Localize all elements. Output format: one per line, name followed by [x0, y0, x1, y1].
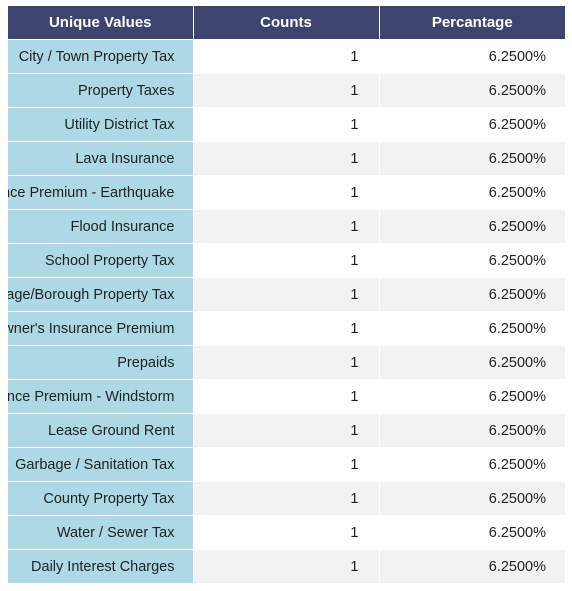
cell-percentage[interactable]: 6.2500%: [379, 414, 565, 448]
column-header-counts[interactable]: Counts: [193, 6, 379, 40]
cell-percentage[interactable]: 6.2500%: [379, 142, 565, 176]
cell-percentage[interactable]: 6.2500%: [379, 312, 565, 346]
table-header: Unique Values Counts Percantage: [8, 6, 565, 40]
cell-count[interactable]: 1: [193, 108, 379, 142]
table-row[interactable]: City / Town Property Tax 1 6.2500%: [8, 40, 565, 74]
unique-value-text: Garbage / Sanitation Tax: [15, 457, 174, 473]
cell-count[interactable]: 1: [193, 40, 379, 74]
cell-unique-value[interactable]: Flood Insurance: [8, 210, 193, 244]
cell-unique-value[interactable]: Insurance Premium - Earthquake: [8, 176, 193, 210]
cell-unique-value[interactable]: Homeowner's Insurance Premium: [8, 312, 193, 346]
unique-value-text: Lava Insurance: [75, 151, 174, 167]
table-row[interactable]: Flood Insurance 1 6.2500%: [8, 210, 565, 244]
cell-count[interactable]: 1: [193, 244, 379, 278]
cell-count[interactable]: 1: [193, 380, 379, 414]
table-row[interactable]: Lease Ground Rent 1 6.2500%: [8, 414, 565, 448]
unique-values-table: Unique Values Counts Percantage City / T…: [8, 6, 565, 584]
cell-unique-value[interactable]: Daily Interest Charges: [8, 550, 193, 584]
cell-unique-value[interactable]: School Property Tax: [8, 244, 193, 278]
table-row[interactable]: Property Taxes 1 6.2500%: [8, 74, 565, 108]
unique-value-text: Property Taxes: [78, 83, 174, 99]
cell-percentage[interactable]: 6.2500%: [379, 380, 565, 414]
table-row[interactable]: Daily Interest Charges 1 6.2500%: [8, 550, 565, 584]
cell-percentage[interactable]: 6.2500%: [379, 40, 565, 74]
table-row[interactable]: Insurance Premium - Earthquake 16.2500%: [8, 176, 565, 210]
unique-value-text: Flood Insurance: [71, 219, 175, 235]
cell-percentage[interactable]: 6.2500%: [379, 278, 565, 312]
unique-value-text: Insurance Premium - Earthquake: [8, 185, 175, 201]
unique-value-text: Daily Interest Charges: [31, 559, 174, 575]
table-row[interactable]: Utility District Tax 1 6.2500%: [8, 108, 565, 142]
table-row[interactable]: School Property Tax 1 6.2500%: [8, 244, 565, 278]
cell-unique-value[interactable]: Water / Sewer Tax: [8, 516, 193, 550]
cell-percentage[interactable]: 6.2500%: [379, 74, 565, 108]
cell-count[interactable]: 1: [193, 74, 379, 108]
cell-percentage[interactable]: 6.2500%: [379, 244, 565, 278]
cell-count[interactable]: 1: [193, 176, 379, 210]
cell-count[interactable]: 1: [193, 142, 379, 176]
cell-percentage[interactable]: 6.2500%: [379, 448, 565, 482]
cell-unique-value[interactable]: Utility District Tax: [8, 108, 193, 142]
unique-value-text: School Property Tax: [45, 253, 175, 269]
cell-unique-value[interactable]: Lava Insurance: [8, 142, 193, 176]
unique-value-text: City / Town Property Tax: [19, 49, 175, 65]
column-header-unique-values[interactable]: Unique Values: [8, 6, 193, 40]
cell-unique-value[interactable]: City / Town Property Tax: [8, 40, 193, 74]
table-row[interactable]: County Property Tax 1 6.2500%: [8, 482, 565, 516]
table-row[interactable]: Homeowner's Insurance Premium 16.2500%: [8, 312, 565, 346]
cell-unique-value[interactable]: Village/Borough Property Tax: [8, 278, 193, 312]
cell-count[interactable]: 1: [193, 210, 379, 244]
cell-unique-value[interactable]: Property Taxes: [8, 74, 193, 108]
unique-value-text: Lease Ground Rent: [48, 423, 175, 439]
cell-count[interactable]: 1: [193, 448, 379, 482]
table-body: City / Town Property Tax 1 6.2500% Property…: [8, 40, 565, 584]
unique-value-text: County Property Tax: [43, 491, 174, 507]
cell-count[interactable]: 1: [193, 414, 379, 448]
unique-value-text: Village/Borough Property Tax: [8, 287, 175, 303]
table-row[interactable]: Prepaids 1 6.2500%: [8, 346, 565, 380]
table-row[interactable]: Lava Insurance 1 6.2500%: [8, 142, 565, 176]
cell-count[interactable]: 1: [193, 346, 379, 380]
cell-count[interactable]: 1: [193, 550, 379, 584]
unique-value-text: Insurance Premium - Windstorm: [8, 389, 175, 405]
cell-unique-value[interactable]: Garbage / Sanitation Tax: [8, 448, 193, 482]
cell-percentage[interactable]: 6.2500%: [379, 176, 565, 210]
cell-count[interactable]: 1: [193, 482, 379, 516]
unique-value-text: Prepaids: [117, 355, 174, 371]
header-row: Unique Values Counts Percantage: [8, 6, 565, 40]
cell-unique-value[interactable]: County Property Tax: [8, 482, 193, 516]
cell-unique-value[interactable]: Lease Ground Rent: [8, 414, 193, 448]
unique-value-text: Water / Sewer Tax: [57, 525, 175, 541]
cell-count[interactable]: 1: [193, 312, 379, 346]
table-row[interactable]: Insurance Premium - Windstorm 16.2500%: [8, 380, 565, 414]
cell-count[interactable]: 1: [193, 278, 379, 312]
cell-percentage[interactable]: 6.2500%: [379, 516, 565, 550]
cell-count[interactable]: 1: [193, 516, 379, 550]
cell-percentage[interactable]: 6.2500%: [379, 482, 565, 516]
table-row[interactable]: Village/Borough Property Tax 16.2500%: [8, 278, 565, 312]
table-row[interactable]: Water / Sewer Tax 1 6.2500%: [8, 516, 565, 550]
table-row[interactable]: Garbage / Sanitation Tax 1 6.2500%: [8, 448, 565, 482]
cell-percentage[interactable]: 6.2500%: [379, 550, 565, 584]
cell-unique-value[interactable]: Prepaids: [8, 346, 193, 380]
cell-percentage[interactable]: 6.2500%: [379, 108, 565, 142]
cell-percentage[interactable]: 6.2500%: [379, 210, 565, 244]
cell-unique-value[interactable]: Insurance Premium - Windstorm: [8, 380, 193, 414]
unique-value-text: Utility District Tax: [64, 117, 174, 133]
unique-value-text: Homeowner's Insurance Premium: [8, 321, 175, 337]
column-header-percentage[interactable]: Percantage: [379, 6, 565, 40]
cell-percentage[interactable]: 6.2500%: [379, 346, 565, 380]
